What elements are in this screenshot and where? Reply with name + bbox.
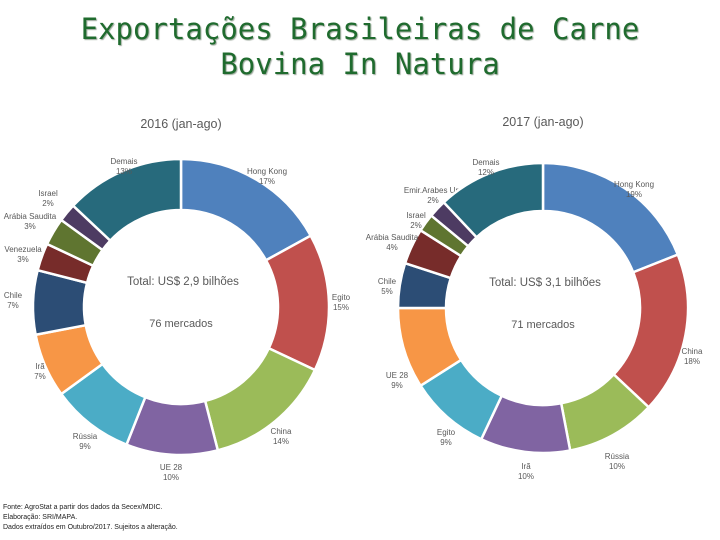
title-line-2: Bovina In Natura [220, 47, 500, 81]
slice-label: Rússia 10% [605, 452, 630, 471]
donut-chart-2: 2017 (jan-ago) Hong Kong 19% China 18% Rússia… [366, 115, 703, 481]
slice-label: Rússia 9% [73, 432, 98, 451]
slice-hong-kong [541, 161, 680, 274]
footer-note: Dados extraídos em Outubro/2017. Sujeito… [3, 524, 178, 531]
slice-label: Israel 2% [406, 211, 426, 230]
slice-label: Chile 7% [4, 291, 23, 310]
slice-label: Demais 12% [472, 158, 499, 177]
slice-label: Irã 10% [518, 462, 534, 481]
chart-title: 2016 (jan-ago) [140, 117, 221, 131]
slice-label: Demais 13% [110, 157, 137, 176]
center-markets: 76 mercados [149, 318, 213, 330]
page-title: Exportações Brasileiras de Carne Bovina … [0, 12, 720, 82]
slice-label: China 18% [682, 347, 703, 366]
slice-label: Egito 15% [332, 293, 351, 312]
center-total: Total: US$ 2,9 bilhões [127, 276, 239, 288]
source-footer: Fonte: AgroStat a partir dos dados da Se… [3, 503, 178, 533]
chart-title: 2017 (jan-ago) [502, 115, 583, 129]
slice-label: UE 28 10% [160, 463, 183, 482]
slice-label: Hong Kong 19% [614, 180, 654, 199]
slice-label: UE 28 9% [386, 371, 409, 390]
slice-label: Irã 7% [34, 362, 46, 381]
slice-demais [441, 161, 545, 240]
slice-label: Arábia Saudita 3% [4, 212, 57, 231]
center-markets: 71 mercados [511, 319, 575, 331]
donut-chart-1: 2016 (jan-ago) Hong Kong 17% Egito 15% China 1… [4, 117, 351, 482]
slice-label: Emir.Arabes Un. 2% [404, 186, 462, 205]
slice-label: Egito 9% [437, 428, 456, 447]
center-total: Total: US$ 3,1 bilhões [489, 277, 601, 289]
slice-label: Arábia Saudita 4% [366, 233, 419, 252]
slice-egito [264, 234, 331, 372]
footer-source: Fonte: AgroStat a partir dos dados da Se… [3, 504, 163, 511]
slice-china [203, 346, 317, 452]
slice-label: China 14% [271, 427, 292, 446]
title-line-1: Exportações Brasileiras de Carne [80, 12, 640, 46]
footer-credits: Elaboração: SRI/MAPA. [3, 514, 78, 521]
slice-label: Chile 5% [378, 277, 397, 296]
slice-label: Israel 2% [38, 189, 58, 208]
slice-label: Hong Kong 17% [247, 167, 287, 186]
slice-demais [71, 157, 183, 243]
slice-label: Venezuela 3% [4, 245, 42, 264]
